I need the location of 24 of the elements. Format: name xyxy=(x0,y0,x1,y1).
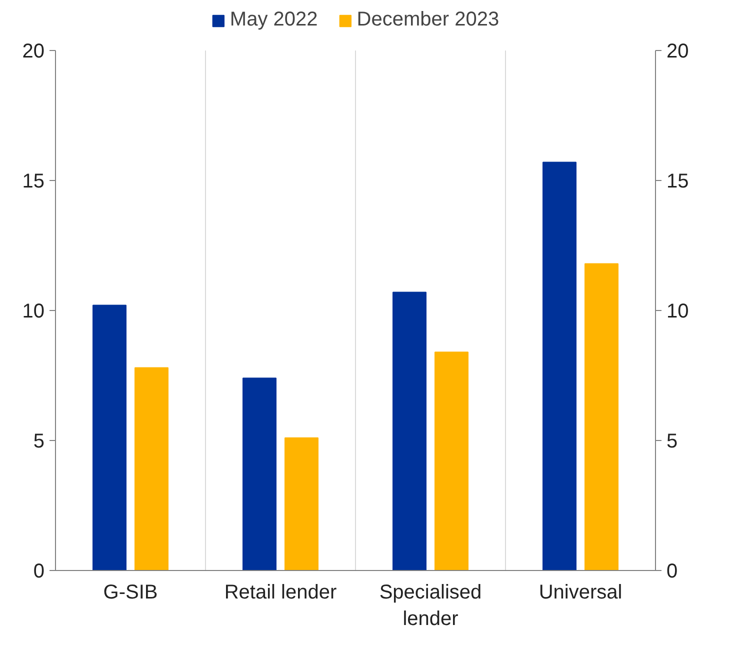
x-tick-label: Retail lender xyxy=(224,582,337,604)
bar xyxy=(542,162,576,570)
y-tick-label: 20 xyxy=(22,40,45,62)
y2-tick-label: 0 xyxy=(666,560,678,582)
y2-tick-label: 10 xyxy=(666,300,689,322)
y2-tick-label: 5 xyxy=(666,430,678,452)
x-tick-label: Specialised lender xyxy=(379,582,482,630)
bar xyxy=(392,292,426,570)
y-tick-label: 5 xyxy=(33,430,44,452)
x-tick-label: Universal xyxy=(538,582,622,604)
y2-tick-label: 15 xyxy=(666,170,689,192)
bar xyxy=(242,378,276,570)
y-tick-label: 10 xyxy=(22,300,45,322)
y2-tick-label: 20 xyxy=(666,40,689,62)
y-tick-label: 15 xyxy=(22,170,45,192)
x-tick-label: G-SIB xyxy=(103,582,158,604)
bar xyxy=(284,437,318,570)
bar xyxy=(584,263,618,570)
legend-label: December 2023 xyxy=(356,8,500,32)
bar xyxy=(92,304,126,570)
bar xyxy=(434,352,468,570)
legend-label: May 2022 xyxy=(230,8,318,32)
bar xyxy=(134,367,168,570)
y-tick-label: 0 xyxy=(33,560,44,582)
